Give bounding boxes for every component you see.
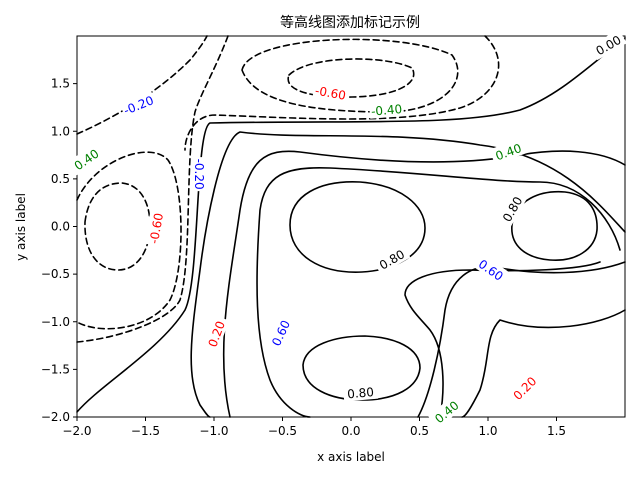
x-axis-ticks: −2.0 −1.5 −1.0 −0.5 0.0 0.5 1.0 1.5 (62, 417, 566, 438)
contour-line (511, 190, 598, 261)
contour-line-negative (241, 38, 459, 113)
contour-label: -0.60 (144, 210, 167, 247)
x-tick-label: −0.5 (268, 424, 297, 438)
contour-label: 0.40 (428, 394, 465, 429)
x-tick-label: −1.5 (131, 424, 160, 438)
svg-text:0.60: 0.60 (269, 318, 293, 348)
contour-label: -0.20 (191, 157, 208, 192)
x-tick-label: 1.5 (547, 424, 566, 438)
y-axis-label: y axis label (14, 193, 28, 261)
x-tick-label: 0.0 (341, 424, 360, 438)
contour-label: 0.80 (342, 382, 379, 402)
contour-line-negative (84, 182, 151, 271)
contour-labels: 0.00 -0.20 -0.60 -0.40 0.40 -0.20 0.40 -0.60 0.8… (67, 29, 627, 429)
y-tick-label: −1.5 (41, 362, 70, 376)
svg-text:-0.60: -0.60 (314, 84, 347, 103)
contour-line (256, 166, 621, 418)
contour-line (461, 309, 626, 418)
x-tick-label: −2.0 (62, 424, 91, 438)
contour-label: -0.60 (312, 81, 349, 103)
y-tick-label: 1.0 (51, 124, 70, 138)
y-tick-label: −1.0 (41, 315, 70, 329)
y-tick-label: −0.5 (41, 267, 70, 281)
contour-line-negative (76, 151, 182, 330)
x-axis-label: x axis label (317, 450, 385, 464)
contour-line (404, 261, 601, 418)
contour-line (417, 261, 626, 418)
contour-line (190, 131, 626, 418)
svg-text:-0.60: -0.60 (147, 212, 166, 245)
contour-label: -0.20 (119, 90, 158, 119)
contour-label: -0.40 (368, 99, 405, 119)
contour-label: 0.40 (67, 142, 105, 176)
contour-label: 0.80 (496, 190, 528, 228)
contour-line (289, 181, 426, 273)
contour-line-negative (76, 35, 229, 343)
svg-text:0.40: 0.40 (494, 141, 524, 163)
contour-label: 0.60 (472, 253, 510, 286)
y-tick-label: 0.5 (51, 172, 70, 186)
y-tick-label: 1.5 (51, 77, 70, 91)
svg-text:-0.20: -0.20 (192, 159, 206, 190)
contour-label: 0.20 (202, 315, 230, 353)
x-tick-label: −1.0 (199, 424, 228, 438)
contour-label: 0.60 (265, 313, 295, 352)
contour-line (302, 335, 421, 401)
contour-label: 0.40 (489, 137, 527, 165)
y-axis-ticks: −2.0 −1.5 −1.0 −0.5 0.0 0.5 1.0 1.5 (41, 77, 77, 424)
contour-line-negative (287, 58, 415, 98)
contour-label: 0.80 (372, 243, 411, 275)
svg-text:0.80: 0.80 (347, 385, 375, 401)
svg-text:-0.40: -0.40 (371, 102, 403, 119)
y-tick-label: 0.0 (51, 220, 70, 234)
contour-line-negative (76, 35, 208, 135)
contour-line (222, 150, 626, 418)
contour-label: 0.20 (506, 370, 542, 406)
x-tick-label: 1.0 (478, 424, 497, 438)
y-tick-label: −2.0 (41, 410, 70, 424)
x-tick-label: 0.5 (410, 424, 429, 438)
contour-line (76, 37, 626, 413)
contour-label: 0.00 (589, 29, 627, 61)
chart-title: 等高线图添加标记示例 (280, 14, 420, 31)
